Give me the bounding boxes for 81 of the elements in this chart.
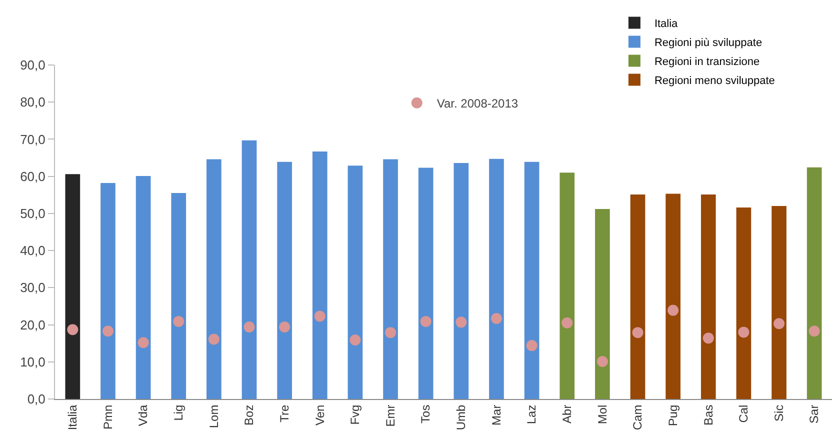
x-tick-label: Tos bbox=[418, 404, 433, 424]
legend-label: Var. 2008-2013 bbox=[436, 96, 518, 111]
bar bbox=[595, 208, 610, 399]
y-tick-label: 90,0 bbox=[20, 58, 46, 73]
bar bbox=[736, 208, 752, 399]
bar bbox=[806, 167, 822, 399]
point bbox=[490, 312, 502, 324]
x-tick-label: Lig bbox=[172, 404, 186, 421]
point bbox=[774, 318, 785, 330]
point bbox=[562, 317, 573, 328]
legend-label: Italia bbox=[654, 18, 679, 30]
y-tick-label: 20,0 bbox=[20, 317, 46, 332]
x-tick-label: Fvg bbox=[348, 404, 362, 425]
point bbox=[808, 326, 820, 337]
bar bbox=[524, 162, 540, 399]
point bbox=[632, 327, 644, 338]
x-tick-label: Laz bbox=[524, 404, 539, 424]
y-tick-label: 60,0 bbox=[20, 168, 46, 184]
y-tick-label: 80,0 bbox=[20, 94, 46, 110]
x-tick-label: Italia bbox=[66, 404, 80, 430]
point bbox=[314, 310, 326, 322]
bar bbox=[348, 166, 363, 399]
bar bbox=[171, 193, 186, 399]
bar bbox=[136, 176, 151, 399]
x-tick-label: Lom bbox=[206, 404, 221, 428]
y-tick-label: 10,0 bbox=[20, 354, 46, 370]
legend-label: Regioni più sviluppate bbox=[654, 37, 762, 50]
y-tick-label: 70,0 bbox=[20, 132, 46, 147]
bar bbox=[242, 140, 257, 399]
point bbox=[67, 324, 78, 336]
x-tick-label: Emr bbox=[383, 404, 398, 427]
x-tick-label: Sar bbox=[807, 404, 822, 424]
point bbox=[420, 316, 432, 327]
bar bbox=[489, 158, 504, 399]
point bbox=[279, 322, 290, 332]
point bbox=[596, 356, 608, 368]
point bbox=[456, 316, 467, 328]
x-tick-label: Cal bbox=[736, 404, 751, 423]
bar bbox=[383, 159, 398, 399]
x-tick-label: Bas bbox=[701, 404, 716, 426]
x-tick-label: Umb bbox=[454, 404, 468, 430]
bar bbox=[560, 172, 575, 399]
legend-label: Regioni meno sviluppate bbox=[654, 75, 775, 88]
point bbox=[526, 340, 538, 352]
x-tick-label: Sic bbox=[772, 404, 786, 422]
x-tick-label: Ven bbox=[312, 404, 327, 426]
x-tick-label: Pug bbox=[666, 404, 680, 426]
bar bbox=[772, 206, 786, 399]
x-tick-label: Mol bbox=[595, 404, 610, 424]
x-tick-label: Tre bbox=[277, 404, 292, 422]
point bbox=[244, 322, 255, 332]
x-tick-label: Vda bbox=[136, 404, 150, 426]
point bbox=[350, 334, 361, 346]
x-tick-label: Cam bbox=[630, 404, 645, 430]
y-tick-label: 50,0 bbox=[20, 206, 46, 221]
x-tick-label: Abr bbox=[560, 404, 574, 424]
bar bbox=[700, 194, 716, 399]
bar bbox=[100, 183, 116, 399]
bar bbox=[666, 194, 680, 399]
bar bbox=[277, 162, 292, 399]
y-tick-label: 30,0 bbox=[20, 280, 46, 296]
x-tick-label: Boz bbox=[242, 404, 256, 426]
point bbox=[102, 326, 114, 337]
point bbox=[668, 304, 679, 316]
bar bbox=[630, 194, 646, 399]
bar bbox=[418, 168, 434, 399]
x-tick-label: Pmn bbox=[100, 404, 115, 430]
point bbox=[173, 316, 184, 327]
bar bbox=[454, 162, 469, 399]
point bbox=[385, 327, 396, 338]
bar bbox=[312, 151, 328, 399]
bar bbox=[206, 159, 222, 399]
y-tick-label: 40,0 bbox=[20, 243, 46, 258]
point bbox=[738, 326, 750, 338]
point bbox=[208, 334, 220, 345]
legend-label: Regioni in transizione bbox=[654, 56, 760, 68]
point bbox=[138, 337, 149, 348]
bar bbox=[65, 174, 80, 399]
y-tick-label: 0,0 bbox=[27, 392, 46, 407]
x-tick-label: Mar bbox=[489, 404, 504, 426]
point bbox=[702, 332, 714, 344]
